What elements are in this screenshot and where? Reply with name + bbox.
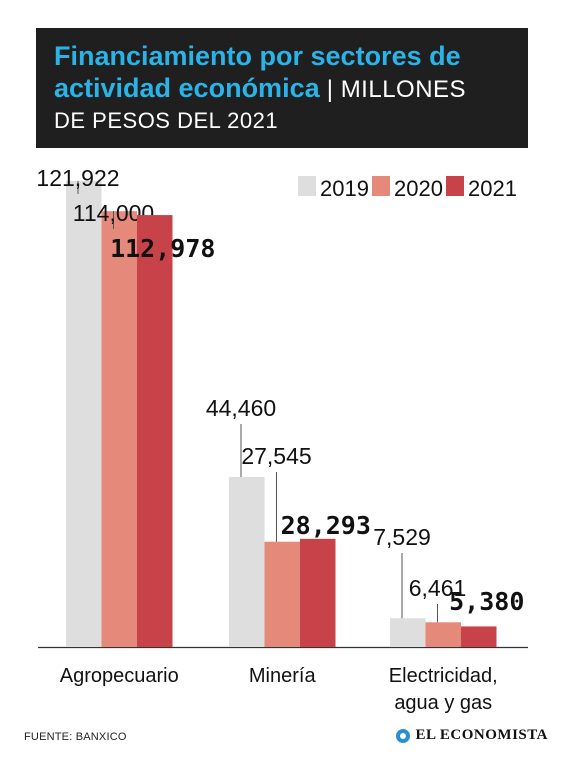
bar-2021-1	[300, 538, 336, 647]
title-separator: |	[319, 76, 341, 103]
category-label-2-line-1: agua y gas	[394, 692, 492, 714]
bar-2019-1	[229, 477, 265, 647]
unit-label-1: MILLONES	[340, 76, 467, 103]
legend-swatch-2021	[446, 176, 464, 196]
bar-2020-0	[101, 211, 137, 647]
unit-label-2: DE PESOS DEL 2021	[54, 108, 279, 133]
bar-2020-2	[425, 622, 461, 647]
bar-2020-1	[264, 541, 300, 647]
brand-logo: EL ECONOMISTA	[395, 727, 549, 744]
bar-2019-0	[66, 180, 102, 647]
bar-2021-2	[461, 626, 497, 647]
legend-label-2020: 2020	[394, 176, 443, 201]
chart-title-line-1: Financiamiento por sectores de	[54, 41, 461, 71]
data-label-2020-2: 6,461	[409, 575, 467, 601]
category-label-1: Minería	[249, 665, 317, 687]
brand-name: EL ECONOMISTA	[415, 727, 548, 743]
brand-logo-icon	[395, 728, 410, 743]
data-label-2020-1: 27,545	[241, 443, 311, 469]
data-label-2021-0: 112,978	[110, 234, 215, 263]
bar-2019-2	[390, 618, 426, 647]
legend-label-2021: 2021	[468, 176, 517, 201]
source-note: FUENTE: BANXICO	[24, 731, 127, 743]
category-label-2-line-0: Electricidad,	[389, 665, 498, 687]
data-label-2019-1: 44,460	[206, 395, 276, 421]
data-label-2019-0: 121,922	[36, 165, 119, 191]
bar-2021-0	[137, 215, 173, 647]
data-label-2021-2: 5,380	[449, 587, 524, 616]
data-label-2019-2: 7,529	[373, 524, 431, 550]
chart-title-line-2: actividad económica | MILLONES	[54, 72, 514, 106]
chart-header: Financiamiento por sectores de actividad…	[36, 28, 528, 148]
data-label-2021-1: 28,293	[281, 511, 371, 540]
legend-label-2019: 2019	[320, 176, 369, 201]
legend-swatch-2019	[298, 176, 316, 196]
category-label-0: Agropecuario	[60, 665, 179, 687]
legend-swatch-2020	[372, 176, 390, 196]
chart-title-line-2-text: actividad económica	[54, 73, 320, 103]
